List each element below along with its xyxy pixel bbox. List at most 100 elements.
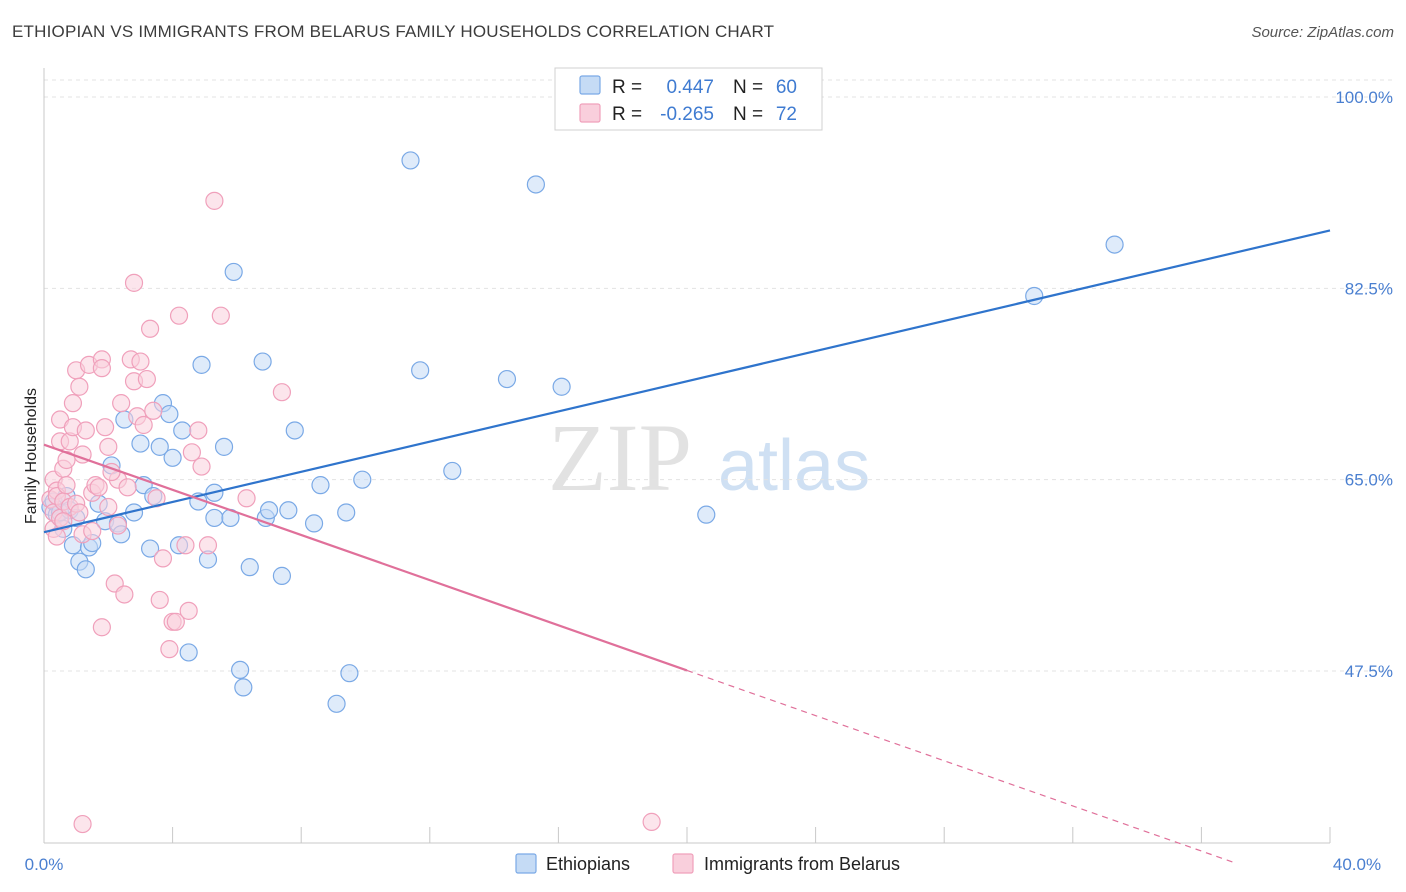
legend-n-value-0: 60 — [776, 77, 797, 98]
ethiopians-point — [205, 508, 224, 528]
belarus-point — [99, 497, 118, 517]
belarus-point — [57, 476, 76, 495]
ethiopians-point — [304, 514, 324, 533]
stats-legend: R = 0.447 N = 60 R = -0.265 N = 72 — [554, 67, 823, 131]
belarus-point — [108, 516, 128, 535]
y-tick-label: 65.0% — [1345, 471, 1393, 490]
series-belarus-points — [41, 191, 661, 834]
belarus-point — [179, 601, 198, 620]
legend-r-value-0: 0.447 — [666, 77, 714, 98]
belarus-point — [182, 443, 201, 462]
watermark-zip: ZIP — [548, 404, 692, 511]
ethiopians-point — [340, 664, 359, 683]
belarus-point — [166, 612, 185, 631]
series-legend-label-ethiopians: Ethiopians — [546, 854, 630, 874]
watermark-atlas: atlas — [718, 426, 870, 506]
belarus-point — [134, 415, 153, 435]
ethiopians-point — [234, 678, 253, 697]
series-legend: Ethiopians Immigrants from Belarus — [515, 853, 900, 874]
ethiopians-point — [337, 503, 356, 522]
belarus-point — [99, 437, 118, 456]
trend-line-extension-belarus — [686, 669, 1234, 863]
belarus-point — [237, 489, 256, 508]
ethiopians-point — [240, 558, 259, 577]
legend-swatch-ethiopians — [579, 75, 601, 95]
x-label-min: 0.0% — [25, 855, 64, 874]
belarus-point — [76, 421, 95, 440]
belarus-point — [211, 306, 230, 325]
series-legend-swatch-belarus — [672, 853, 694, 874]
trend-line-belarus — [43, 443, 688, 672]
belarus-point — [92, 359, 111, 378]
belarus-point — [160, 640, 179, 659]
legend-swatch-belarus — [579, 103, 601, 123]
x-ticks — [43, 827, 1331, 843]
x-label-max: 40.0% — [1333, 855, 1381, 874]
ethiopians-point — [697, 505, 716, 524]
ethiopians-point — [552, 377, 571, 396]
ethiopians-point — [279, 501, 298, 520]
ethiopians-point — [140, 539, 160, 558]
belarus-point — [272, 383, 292, 402]
ethiopians-point — [76, 560, 95, 579]
ethiopians-point — [353, 470, 372, 489]
y-axis-label: Family Households — [23, 388, 40, 524]
belarus-point — [112, 394, 131, 413]
legend-r-label-1: R = — [612, 104, 642, 125]
belarus-point — [205, 191, 224, 210]
ethiopians-point — [163, 448, 182, 467]
ethiopians-point — [285, 421, 304, 440]
chart-title: ETHIOPIAN VS IMMIGRANTS FROM BELARUS FAM… — [12, 22, 775, 41]
belarus-point — [176, 536, 195, 555]
trend-line-ethiopians — [43, 229, 1331, 534]
y-tick-label: 47.5% — [1345, 662, 1393, 681]
belarus-point — [95, 418, 115, 437]
ethiopians-point — [253, 352, 272, 371]
series-legend-swatch-ethiopians — [515, 853, 537, 874]
ethiopians-point — [231, 660, 250, 680]
belarus-point — [73, 814, 92, 834]
belarus-point — [70, 377, 89, 396]
ethiopians-point — [224, 262, 243, 282]
belarus-point — [118, 478, 137, 497]
ethiopians-point — [179, 643, 198, 662]
ethiopians-point — [411, 361, 430, 380]
belarus-point — [83, 521, 102, 541]
grid-lines — [44, 79, 1392, 672]
ethiopians-point — [173, 421, 192, 440]
ethiopians-point — [131, 434, 150, 453]
belarus-point — [140, 319, 160, 338]
ethiopians-point — [150, 437, 169, 456]
ethiopians-point — [214, 437, 234, 456]
belarus-point — [124, 273, 144, 292]
belarus-point — [89, 478, 108, 497]
belarus-point — [144, 401, 163, 420]
y-tick-label: 100.0% — [1335, 88, 1393, 107]
ethiopians-point — [259, 501, 279, 520]
ethiopians-point — [192, 355, 211, 374]
belarus-point — [54, 512, 73, 531]
belarus-point — [153, 549, 173, 568]
legend-n-value-1: 72 — [776, 104, 797, 125]
legend-n-label-1: N = — [733, 104, 763, 125]
belarus-point — [169, 306, 189, 325]
trend-lines — [43, 229, 1331, 863]
ethiopians-point — [443, 461, 462, 481]
ethiopians-point — [272, 566, 292, 585]
legend-r-value-1: -0.265 — [660, 104, 714, 125]
ethiopians-point — [526, 175, 545, 194]
legend-r-label-0: R = — [612, 77, 642, 98]
belarus-point — [137, 369, 156, 389]
y-tick-labels: 100.0% 82.5% 65.0% 47.5% — [1335, 88, 1393, 681]
belarus-point — [189, 421, 208, 440]
belarus-point — [131, 352, 150, 371]
ethiopians-point — [327, 694, 346, 713]
ethiopians-point — [497, 369, 517, 389]
belarus-point — [198, 536, 218, 555]
belarus-point — [70, 503, 89, 522]
ethiopians-point — [401, 151, 420, 170]
belarus-point — [192, 457, 211, 476]
ethiopians-point — [311, 476, 330, 495]
series-legend-label-belarus: Immigrants from Belarus — [704, 854, 900, 874]
